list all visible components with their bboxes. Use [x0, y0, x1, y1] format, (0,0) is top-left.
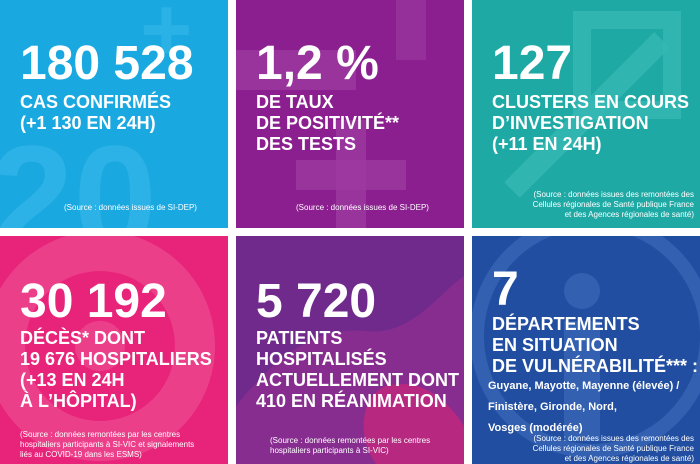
tile-confirmed-cases: 20 + 180 528 CAS CONFIRMÉS (+1 130 EN 24… [0, 0, 228, 228]
tile-deaths: 30 192 DÉCÈS* DONT 19 676 HOSPITALIERS (… [0, 236, 228, 464]
label-line: EN SITUATION [492, 335, 618, 355]
circle-decoration [0, 236, 215, 461]
source-note: (Source : données remontées par les cent… [270, 436, 430, 456]
deaths-value: 30 192 [20, 275, 167, 328]
source-line: et des Agences régionales de santé) [564, 210, 694, 219]
tile-hospitalized: 5 720 PATIENTS HOSPITALISÉS ACTUELLEMENT… [236, 236, 464, 464]
label-line: DE TAUX [256, 92, 334, 112]
tile-vulnerable-departments: 7 DÉPARTEMENTS EN SITUATION DE VULNÉRABI… [472, 236, 700, 464]
source-line: (Source : données issues des remontées d… [533, 434, 694, 443]
blob-decoration [236, 276, 464, 464]
source-note: (Source : données issues de SI-DEP) [64, 203, 197, 212]
departments-value: 7 [492, 263, 519, 316]
arrow-decoration [504, 11, 681, 198]
plus-decoration [236, 0, 426, 228]
source-line: liés au COVID-19 dans les ESMS) [20, 450, 142, 459]
label-line: (+11 EN 24H) [492, 134, 602, 154]
label-line: PATIENTS [256, 328, 343, 348]
label-line: ACTUELLEMENT DONT [256, 370, 459, 390]
source-note: (Source : données issues des remontées d… [533, 434, 694, 464]
positivity-label: DE TAUX DE POSITIVITÉ** DES TESTS [256, 92, 399, 155]
clusters-label: CLUSTERS EN COURS D’INVESTIGATION (+11 E… [492, 92, 689, 155]
source-line: Cellules régionales de Santé publique Fr… [532, 444, 694, 453]
svg-text:20: 20 [0, 114, 157, 228]
clusters-value: 127 [492, 37, 573, 90]
detail-line: Finistère, Gironde, Nord, [488, 401, 617, 413]
label-line: 19 676 HOSPITALIERS [20, 349, 212, 369]
label-line: DE VULNÉRABILITÉ*** : [492, 356, 699, 376]
label-line: DE POSITIVITÉ** [256, 113, 400, 133]
label-line: À L’HÔPITAL) [20, 391, 137, 411]
label-line: DÉCÈS* DONT [20, 328, 146, 348]
source-line: et des Agences régionales de santé) [564, 454, 694, 463]
source-line: hospitaliers participants à SI-VIC et si… [20, 440, 195, 449]
info-icon [472, 236, 700, 458]
source-note: (Source : données issues des remontées d… [533, 190, 694, 220]
source-line: (Source : données remontées par les cent… [270, 436, 431, 445]
label-line: HOSPITALISÉS [256, 349, 387, 369]
departments-list: Guyane, Mayotte, Mayenne (élevée) / Fini… [488, 376, 679, 439]
source-line: (Source : données remontées par les cent… [20, 430, 181, 439]
detail-line: Vosges (modérée) [488, 422, 583, 434]
label-line: D’INVESTIGATION [492, 113, 649, 133]
source-line: hospitaliers participants à SI-VIC) [270, 446, 389, 455]
label-line: 410 EN RÉANIMATION [256, 391, 447, 411]
source-line: Cellules régionales de Santé publique Fr… [532, 200, 694, 209]
tile-positivity-rate: 1,2 % DE TAUX DE POSITIVITÉ** DES TESTS … [236, 0, 464, 228]
detail-line: Guyane, Mayotte, Mayenne (élevée) / [488, 380, 680, 392]
svg-text:+: + [140, 0, 193, 80]
label-line: CLUSTERS EN COURS [492, 92, 690, 112]
source-note: (Source : données remontées par les cent… [20, 430, 194, 460]
hospitalized-value: 5 720 [256, 275, 377, 328]
hospitalized-label: PATIENTS HOSPITALISÉS ACTUELLEMENT DONT … [256, 328, 459, 412]
deaths-label: DÉCÈS* DONT 19 676 HOSPITALIERS (+13 EN … [20, 328, 212, 412]
label-line: DES TESTS [256, 134, 357, 154]
confirmed-cases-label: CAS CONFIRMÉS (+1 130 EN 24H) [20, 92, 171, 134]
confirmed-cases-value: 180 528 [20, 37, 194, 90]
label-line: (+1 130 EN 24H) [20, 113, 156, 133]
digits-decoration: 20 + [0, 0, 193, 228]
label-line: CAS CONFIRMÉS [20, 92, 172, 112]
label-line: DÉPARTEMENTS [492, 314, 640, 334]
positivity-value: 1,2 % [256, 37, 379, 90]
source-line: (Source : données issues des remontées d… [533, 190, 694, 199]
source-note: (Source : données issues de SI-DEP) [296, 203, 429, 212]
tile-clusters: 127 CLUSTERS EN COURS D’INVESTIGATION (+… [472, 0, 700, 228]
departments-label: DÉPARTEMENTS EN SITUATION DE VULNÉRABILI… [492, 314, 698, 377]
label-line: (+13 EN 24H [20, 370, 125, 390]
